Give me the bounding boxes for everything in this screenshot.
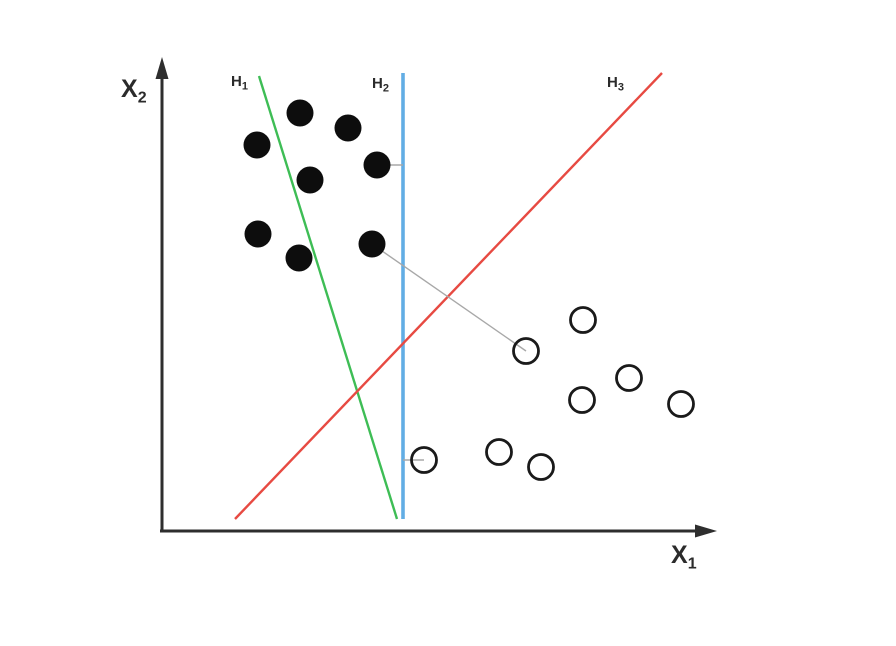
hyperplanes-group <box>234 72 663 520</box>
data-point-filled <box>296 166 324 194</box>
data-point-open <box>410 446 438 474</box>
margin-connectors-group <box>371 164 527 461</box>
labels-group: X2 X1 H1 H2 H3 <box>121 73 697 573</box>
data-point-filled <box>244 220 272 248</box>
data-point-open <box>527 453 555 481</box>
axes-group <box>155 57 717 538</box>
hyperplane-h1-label: H1 <box>231 73 248 92</box>
data-point-filled <box>286 99 314 127</box>
hyperplane-h3-label: H3 <box>607 74 624 93</box>
data-point-open <box>512 337 540 365</box>
hyperplane-h2-label: H2 <box>372 75 389 94</box>
data-point-open <box>667 390 695 418</box>
data-points-group <box>243 99 695 481</box>
hyperplane-h1-line <box>257 75 399 520</box>
x-axis-arrowhead-icon <box>695 524 717 538</box>
margin-connector-line-3 <box>371 243 527 352</box>
data-point-filled <box>285 244 313 272</box>
data-point-open <box>568 386 596 414</box>
x-axis-label: X1 <box>671 541 697 573</box>
hyperplane-h3-line <box>234 72 663 520</box>
data-point-filled <box>334 114 362 142</box>
data-point-filled <box>243 131 271 159</box>
data-point-filled <box>363 151 391 179</box>
y-axis-label: X2 <box>121 75 147 107</box>
data-point-open <box>569 306 597 334</box>
data-point-filled <box>358 230 386 258</box>
data-point-open <box>485 438 513 466</box>
data-point-open <box>615 364 643 392</box>
y-axis-arrowhead-icon <box>155 57 169 79</box>
